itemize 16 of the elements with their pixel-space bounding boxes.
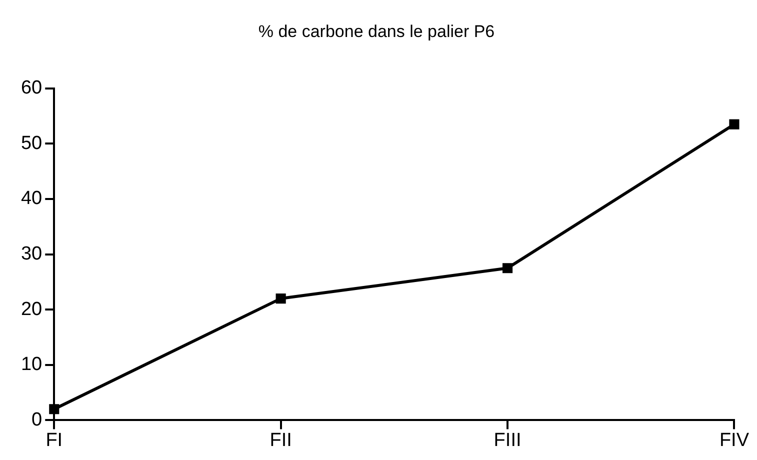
x-tick-label: FI: [46, 430, 63, 451]
y-tick-label: 40: [20, 188, 42, 210]
chart-title: % de carbone dans le palier P6: [258, 22, 495, 41]
y-tick-label: 20: [20, 298, 42, 320]
y-tick-label: 30: [20, 244, 42, 265]
y-tick-label: 0: [32, 409, 42, 430]
y-tick-label: 60: [20, 78, 42, 99]
y-tick-label: 10: [20, 354, 42, 376]
point: [276, 294, 286, 304]
x-tick-label: FIV: [719, 430, 750, 451]
x-tick-label: FII: [270, 430, 292, 451]
point: [729, 119, 740, 130]
x-tick-label: FIII: [494, 430, 522, 451]
point: [502, 263, 513, 274]
y-tick-label: 50: [20, 132, 42, 154]
point: [49, 404, 60, 414]
